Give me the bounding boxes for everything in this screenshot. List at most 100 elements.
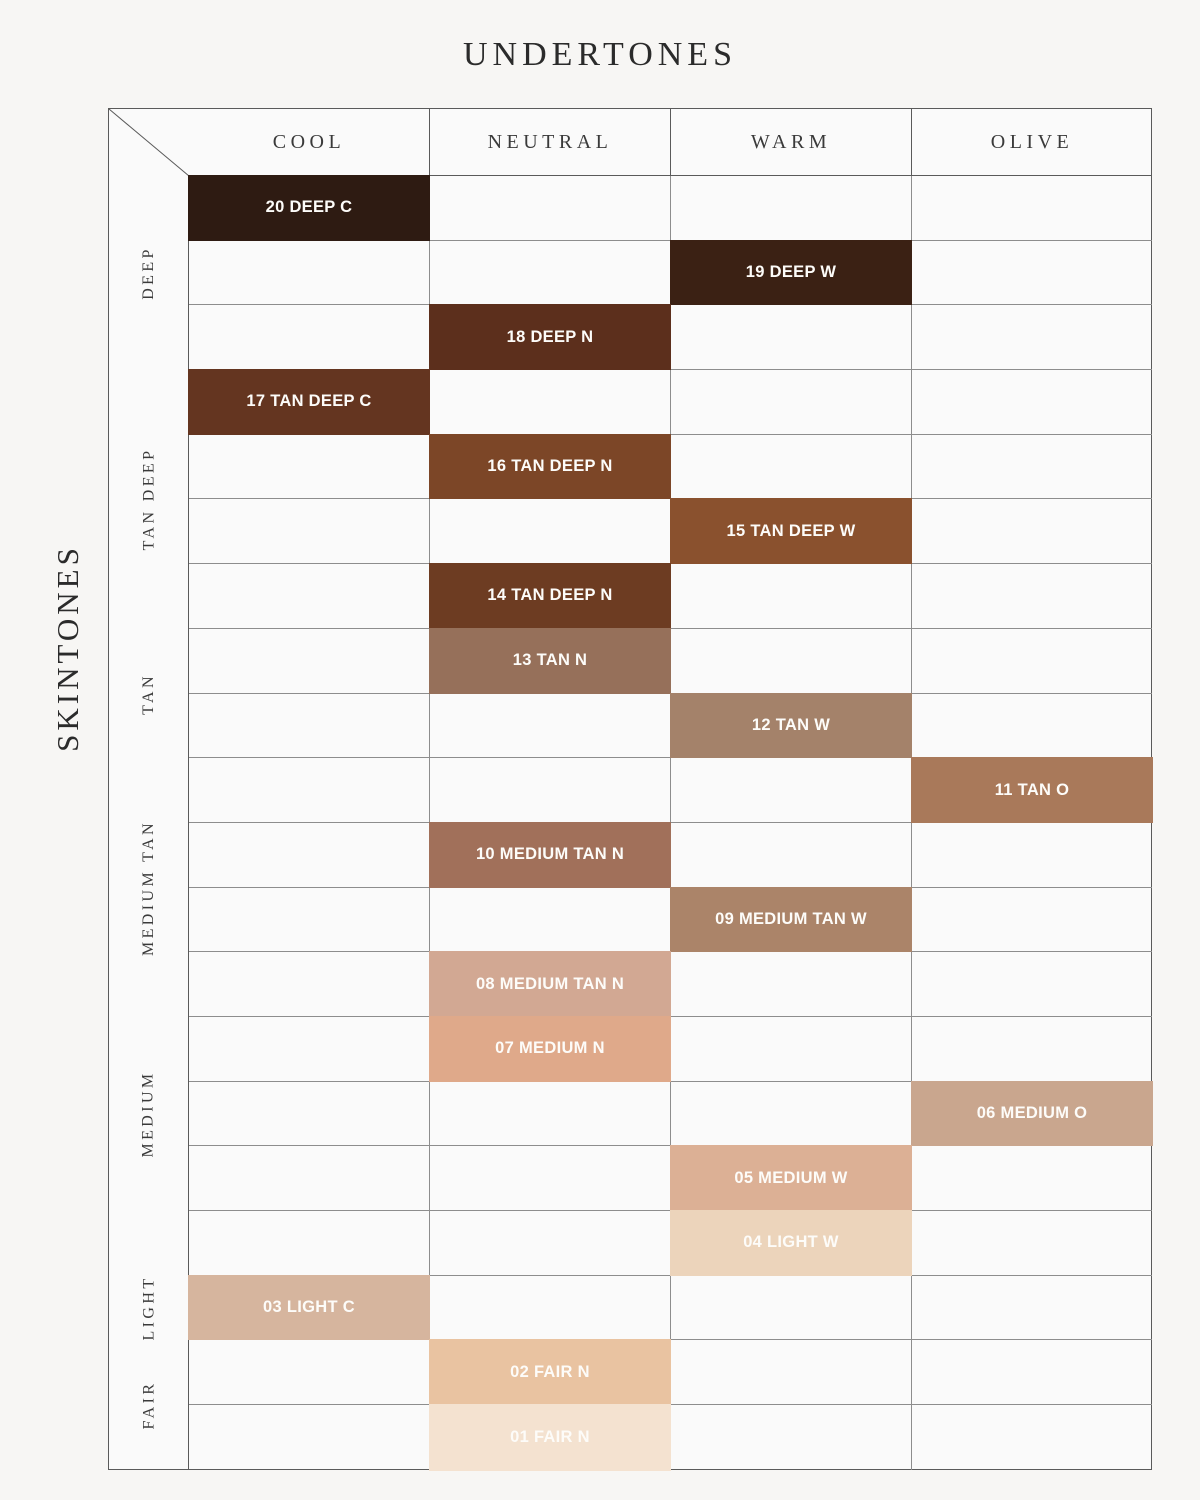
- matrix-cell[interactable]: [189, 564, 430, 628]
- matrix-cell[interactable]: [430, 370, 671, 434]
- shade-swatch-20[interactable]: 20 DEEP C: [188, 175, 430, 241]
- matrix-cell[interactable]: [912, 952, 1152, 1016]
- matrix-cell[interactable]: [430, 1081, 671, 1146]
- matrix-cell[interactable]: [671, 564, 912, 628]
- shade-swatch-06[interactable]: 06 MEDIUM O: [911, 1080, 1153, 1147]
- matrix-cell[interactable]: 16 TAN DEEP N: [429, 433, 671, 500]
- shade-swatch-17[interactable]: 17 TAN DEEP C: [188, 369, 430, 435]
- shade-swatch-01[interactable]: 01 FAIR N: [429, 1404, 671, 1471]
- matrix-cell[interactable]: [671, 1081, 912, 1146]
- matrix-cell[interactable]: [430, 693, 671, 758]
- matrix-cell[interactable]: [189, 240, 430, 305]
- matrix-cell[interactable]: [189, 628, 430, 693]
- matrix-cell[interactable]: [189, 1016, 430, 1081]
- matrix-cell[interactable]: [671, 176, 912, 240]
- matrix-cell[interactable]: [671, 822, 912, 887]
- matrix-cell[interactable]: 10 MEDIUM TAN N: [429, 821, 671, 888]
- matrix-cell[interactable]: [189, 1405, 430, 1470]
- matrix-cell[interactable]: [912, 564, 1152, 628]
- matrix-cell[interactable]: 03 LIGHT C: [188, 1274, 430, 1341]
- shade-swatch-15[interactable]: 15 TAN DEEP W: [670, 498, 912, 565]
- shade-swatch-14[interactable]: 14 TAN DEEP N: [429, 563, 671, 629]
- matrix-cell[interactable]: 14 TAN DEEP N: [429, 563, 671, 629]
- shade-swatch-05[interactable]: 05 MEDIUM W: [670, 1145, 912, 1211]
- matrix-cell[interactable]: 05 MEDIUM W: [670, 1145, 912, 1211]
- matrix-cell[interactable]: [430, 887, 671, 952]
- matrix-cell[interactable]: [912, 1340, 1152, 1404]
- matrix-cell[interactable]: 19 DEEP W: [670, 239, 912, 306]
- shade-swatch-03[interactable]: 03 LIGHT C: [188, 1274, 430, 1341]
- matrix-cell[interactable]: [189, 1211, 430, 1275]
- matrix-cell[interactable]: [671, 1016, 912, 1081]
- matrix-cell[interactable]: [671, 628, 912, 693]
- matrix-cell[interactable]: [912, 1146, 1152, 1210]
- matrix-cell[interactable]: [912, 370, 1152, 434]
- matrix-cell[interactable]: 06 MEDIUM O: [911, 1080, 1153, 1147]
- matrix-cell[interactable]: [912, 1276, 1152, 1340]
- matrix-cell[interactable]: [671, 1275, 912, 1340]
- matrix-cell[interactable]: [912, 1405, 1152, 1470]
- shade-swatch-10[interactable]: 10 MEDIUM TAN N: [429, 821, 671, 888]
- matrix-cell[interactable]: [189, 499, 430, 564]
- matrix-cell[interactable]: [430, 176, 671, 240]
- matrix-cell[interactable]: [912, 435, 1152, 499]
- matrix-cell[interactable]: [912, 305, 1152, 369]
- matrix-cell[interactable]: 01 FAIR N: [429, 1404, 671, 1471]
- matrix-cell[interactable]: [189, 822, 430, 887]
- matrix-cell[interactable]: 02 FAIR N: [429, 1339, 671, 1406]
- matrix-cell[interactable]: 12 TAN W: [670, 692, 912, 759]
- matrix-cell[interactable]: 08 MEDIUM TAN N: [429, 951, 671, 1017]
- matrix-cell[interactable]: [189, 952, 430, 1016]
- shade-swatch-16[interactable]: 16 TAN DEEP N: [429, 433, 671, 500]
- matrix-cell[interactable]: 11 TAN O: [911, 757, 1153, 823]
- matrix-cell[interactable]: [912, 499, 1152, 563]
- matrix-cell[interactable]: [671, 758, 912, 822]
- matrix-cell[interactable]: [671, 434, 912, 499]
- matrix-cell[interactable]: 13 TAN N: [429, 627, 671, 694]
- matrix-cell[interactable]: [912, 241, 1152, 305]
- matrix-cell[interactable]: [189, 434, 430, 499]
- matrix-cell[interactable]: [430, 758, 671, 822]
- matrix-cell[interactable]: [430, 499, 671, 564]
- matrix-cell[interactable]: [189, 1146, 430, 1210]
- matrix-cell[interactable]: 07 MEDIUM N: [429, 1015, 671, 1082]
- matrix-cell[interactable]: [671, 370, 912, 434]
- matrix-cell[interactable]: [189, 1340, 430, 1405]
- matrix-cell[interactable]: [189, 305, 430, 370]
- matrix-cell[interactable]: 04 LIGHT W: [670, 1210, 912, 1276]
- matrix-cell[interactable]: [189, 693, 430, 758]
- shade-swatch-09[interactable]: 09 MEDIUM TAN W: [670, 886, 912, 953]
- shade-swatch-18[interactable]: 18 DEEP N: [429, 304, 671, 371]
- shade-swatch-11[interactable]: 11 TAN O: [911, 757, 1153, 823]
- shade-swatch-07[interactable]: 07 MEDIUM N: [429, 1015, 671, 1082]
- matrix-cell[interactable]: [912, 1211, 1152, 1275]
- matrix-cell[interactable]: [912, 823, 1152, 887]
- matrix-cell[interactable]: [430, 1211, 671, 1275]
- matrix-cell[interactable]: [671, 305, 912, 370]
- shade-swatch-13[interactable]: 13 TAN N: [429, 627, 671, 694]
- matrix-cell[interactable]: 15 TAN DEEP W: [670, 498, 912, 565]
- matrix-cell[interactable]: [912, 694, 1152, 758]
- matrix-cell[interactable]: [430, 240, 671, 305]
- matrix-cell[interactable]: [430, 1275, 671, 1340]
- matrix-cell[interactable]: [430, 1146, 671, 1210]
- matrix-cell[interactable]: [912, 629, 1152, 693]
- matrix-cell[interactable]: 20 DEEP C: [188, 175, 430, 241]
- shade-swatch-04[interactable]: 04 LIGHT W: [670, 1210, 912, 1276]
- matrix-cell[interactable]: [189, 758, 430, 822]
- matrix-cell[interactable]: [912, 1017, 1152, 1081]
- matrix-cell[interactable]: [189, 1081, 430, 1146]
- matrix-cell[interactable]: [912, 176, 1152, 240]
- matrix-cell[interactable]: [912, 888, 1152, 952]
- shade-swatch-19[interactable]: 19 DEEP W: [670, 239, 912, 306]
- shade-swatch-12[interactable]: 12 TAN W: [670, 692, 912, 759]
- matrix-cell[interactable]: 17 TAN DEEP C: [188, 369, 430, 435]
- matrix-cell[interactable]: [671, 952, 912, 1016]
- shade-swatch-02[interactable]: 02 FAIR N: [429, 1339, 671, 1406]
- matrix-cell[interactable]: 09 MEDIUM TAN W: [670, 886, 912, 953]
- matrix-cell[interactable]: [189, 887, 430, 952]
- matrix-cell[interactable]: [671, 1340, 912, 1405]
- matrix-cell[interactable]: 18 DEEP N: [429, 304, 671, 371]
- matrix-cell[interactable]: [671, 1405, 912, 1470]
- shade-swatch-08[interactable]: 08 MEDIUM TAN N: [429, 951, 671, 1017]
